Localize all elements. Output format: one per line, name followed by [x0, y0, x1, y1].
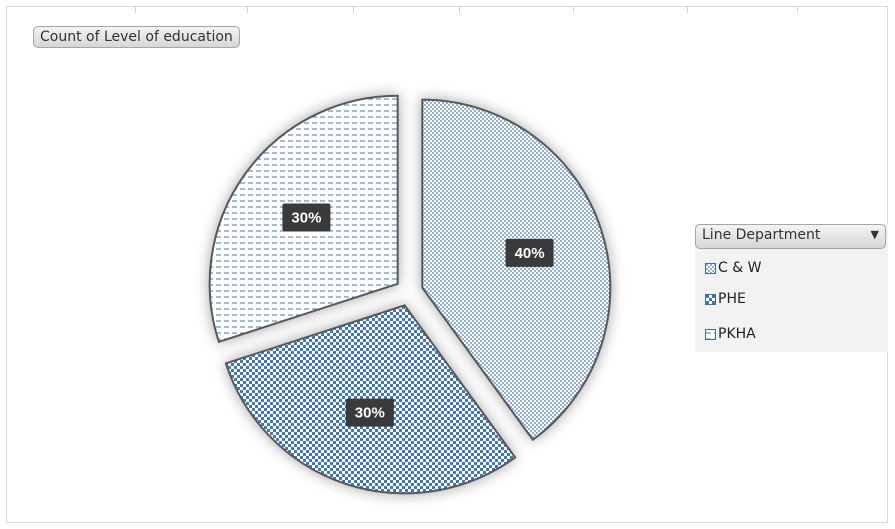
legend-swatch-pkha	[705, 328, 716, 340]
legend-swatch-phe	[705, 293, 716, 305]
grid-tick	[247, 7, 248, 13]
grid-tick	[459, 7, 460, 13]
grid-tick	[687, 7, 688, 13]
legend-item-label: PKHA	[718, 326, 756, 342]
legend-item-c-w: C & W	[705, 259, 761, 277]
grid-tick	[797, 7, 798, 13]
chevron-down-icon[interactable]: ▼	[870, 228, 879, 241]
grid-tick	[353, 7, 354, 13]
legend-item-pkha: PKHA	[705, 325, 756, 343]
pie-data-labels: 40% 30% 30%	[282, 203, 554, 427]
data-label-text: 40%	[515, 245, 545, 262]
data-label: 30%	[282, 203, 331, 232]
legend-item-label: C & W	[718, 260, 762, 276]
legend-field-button[interactable]: Line Department ▼	[695, 224, 886, 249]
legend: Line Department ▼ C & W PHE PKHA	[695, 224, 888, 352]
data-label-box	[282, 203, 331, 232]
pie-slice-c-w[interactable]	[421, 98, 612, 442]
data-label: 30%	[345, 398, 394, 427]
legend-header-label: Line Department	[702, 227, 821, 243]
pie-slices	[208, 94, 612, 495]
legend-item-label: PHE	[718, 291, 746, 307]
legend-item-phe: PHE	[705, 290, 746, 308]
data-label-text: 30%	[291, 209, 321, 226]
grid-tick	[135, 7, 136, 13]
data-label-text: 30%	[355, 405, 385, 422]
legend-swatch-c-w	[705, 262, 716, 274]
data-label: 40%	[505, 238, 554, 267]
data-label-box	[345, 398, 394, 427]
data-label-box	[505, 238, 554, 267]
values-field-button[interactable]: Count of Level of education	[33, 26, 240, 48]
grid-tick	[573, 7, 574, 13]
